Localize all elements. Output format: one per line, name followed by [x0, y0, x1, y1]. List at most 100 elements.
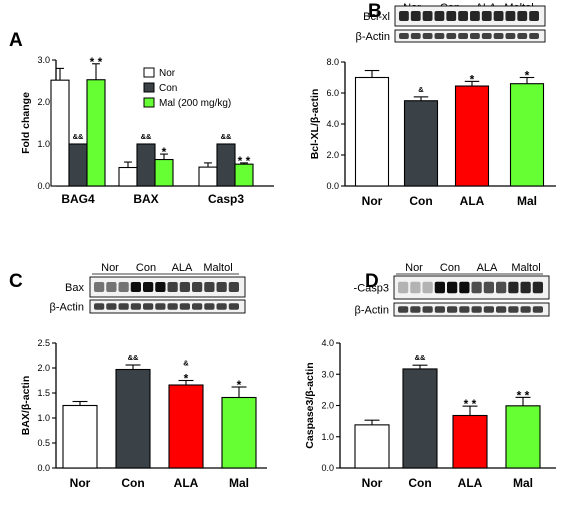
blot-band-C: [130, 303, 141, 310]
bar-A-BAX-1: [136, 143, 156, 187]
blot-band-D: [483, 306, 494, 313]
panel-letter-D: D: [365, 271, 379, 292]
blot-band-B: [470, 11, 480, 21]
bar-A-Casp3-1: [216, 143, 236, 187]
blot-band-D: [508, 306, 519, 313]
blot-group-label-C: Con: [136, 262, 156, 274]
blot-band-B: [481, 11, 492, 21]
y-tick-label-A: 0.0: [37, 181, 50, 191]
y-tick-label-D: 4.0: [321, 338, 334, 348]
blot-band-B: [446, 11, 457, 21]
blot-band-D: [520, 306, 531, 313]
x-tick-label-A: Casp3: [208, 192, 244, 206]
bar-A-BAX-2: [154, 158, 174, 187]
significance-label-B-Mal: *: [525, 69, 530, 83]
blot-band-D: [532, 306, 543, 313]
blot-band-B: [493, 11, 504, 21]
blot-band-B: [529, 33, 539, 39]
blot-band-D: [422, 281, 433, 294]
blot-band-C: [167, 303, 178, 310]
x-tick-label-C: ALA: [174, 476, 199, 490]
blot-band-C: [106, 282, 117, 292]
bar-A-BAG4-0: [50, 79, 70, 187]
legend-swatch-2: [143, 97, 155, 108]
panel-letter-A: A: [9, 30, 23, 51]
significance-label-A-Casp3-2: * *: [238, 154, 251, 168]
bar-C-Con: [115, 368, 151, 469]
blot-group-label-D: Nor: [405, 262, 423, 274]
blot-row-label-B: Bcl-xl: [363, 11, 390, 23]
bar-A-BAX-0: [118, 166, 138, 187]
blot-band-D: [508, 281, 519, 294]
blot-band-B: [505, 11, 516, 21]
blot-band-C: [155, 282, 166, 292]
blot-band-D: [434, 281, 445, 294]
blot-band-B: [422, 33, 433, 39]
panel-B: B 0.0 2.0 4.0 6.0 8.0 Bcl-XL/β-actin Nor & Con * AL…: [309, 1, 556, 208]
significance-label-A-BAG4-2: * *: [90, 55, 103, 69]
x-tick-label-C: Mal: [229, 476, 249, 490]
significance-label-C-Con: &&: [128, 353, 139, 362]
blot-band-B: [434, 11, 445, 21]
blot-band-B: [517, 33, 528, 39]
blot-band-B: [481, 33, 492, 39]
blot-band-B: [410, 33, 421, 39]
blot-band-C: [179, 303, 190, 310]
blot-band-C: [192, 282, 203, 292]
legend-label-2: Mal (200 mg/kg): [159, 98, 231, 109]
blot-band-C: [228, 282, 239, 292]
blot-band-C: [228, 303, 239, 310]
blot-band-B: [470, 33, 480, 39]
blot-band-B: [529, 11, 539, 21]
significance-label-A-BAX-1: &&: [141, 132, 152, 141]
y-tick-label-C: 1.0: [37, 413, 50, 423]
panel-letter-C: C: [9, 271, 23, 292]
blot-band-C: [204, 282, 215, 292]
legend-swatch-0: [143, 67, 155, 78]
significance-label-C-ALA: *: [184, 372, 189, 386]
bar-B-Mal: [509, 83, 545, 187]
bar-A-BAG4-1: [68, 143, 88, 187]
legend-label-0: Nor: [159, 68, 176, 79]
bar-D-Nor: [354, 424, 390, 469]
blot-band-C: [118, 303, 129, 310]
blot-row-label-B: β-Actin: [356, 31, 390, 43]
blot-band-B: [493, 33, 504, 39]
blot-row-label-C: Bax: [65, 282, 84, 294]
significance-label-A-BAG4-1: &&: [73, 132, 84, 141]
y-tick-label-C: 1.5: [37, 388, 50, 398]
x-tick-label-B: Nor: [362, 194, 383, 208]
y-tick-label-B: 2.0: [326, 150, 339, 160]
significance-label-B-ALA: *: [470, 72, 475, 86]
y-tick-label-D: 0.0: [321, 463, 334, 473]
blot-band-D: [447, 281, 458, 294]
blot-band-C: [216, 282, 227, 292]
blot-group-label-D: ALA: [477, 262, 498, 274]
blot-band-C: [143, 303, 154, 310]
blot-band-D: [483, 281, 494, 294]
blot-band-B: [399, 33, 409, 39]
blot-band-D: [459, 281, 470, 294]
blot-band-C: [192, 303, 203, 310]
blot-band-C: [94, 282, 105, 292]
x-tick-label-D: ALA: [458, 476, 483, 490]
significance-label-C-Mal: *: [237, 378, 242, 392]
blot-band-D: [532, 281, 543, 294]
blot-band-D: [398, 281, 409, 294]
panel-D: D 0.0 1.0 2.0 3.0 4.0 Caspase3/β-actin Nor && Con…: [304, 262, 556, 490]
y-tick-label-D: 1.0: [321, 432, 334, 442]
y-tick-label-C: 0.5: [37, 438, 50, 448]
y-tick-label-D: 2.0: [321, 401, 334, 411]
blot-band-B: [446, 33, 457, 39]
y-axis-label-A: Fold change: [20, 92, 32, 154]
blot-band-D: [422, 306, 433, 313]
blot-band-D: [471, 281, 482, 294]
significance-label-A-Casp3-1: &&: [221, 132, 232, 141]
blot-band-C: [130, 282, 141, 292]
blot-band-B: [422, 11, 433, 21]
blot-band-D: [398, 306, 409, 313]
significance-label-C-ALA: &: [183, 359, 189, 368]
significance-label-B-Con: &: [418, 85, 424, 94]
blot-row-label-D: β-Actin: [355, 305, 389, 317]
